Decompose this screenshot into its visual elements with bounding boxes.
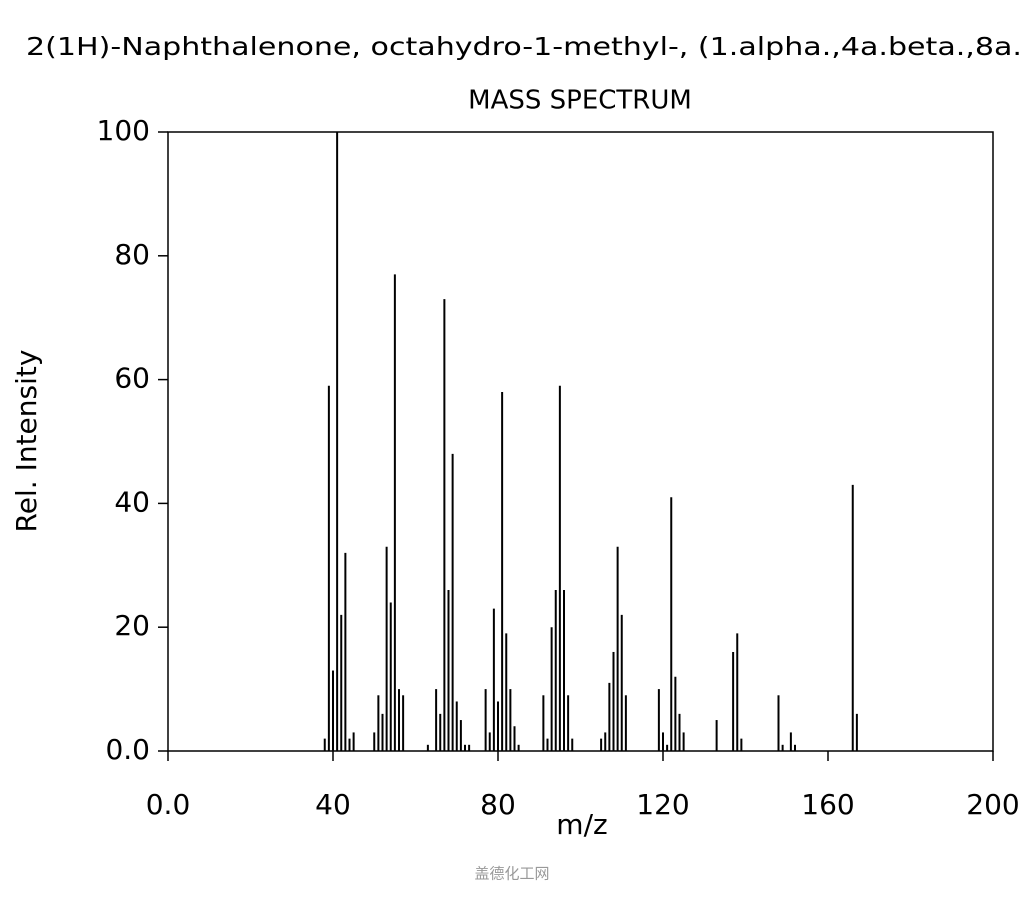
y-tick-label: 60 — [114, 362, 150, 395]
y-tick-label: 40 — [114, 485, 150, 518]
x-tick-label: 40 — [315, 788, 351, 821]
x-axis-label: m/z — [556, 808, 607, 841]
y-tick-label: 20 — [114, 609, 150, 642]
watermark: 盖德化工网 — [474, 865, 549, 883]
y-tick-label: 100 — [97, 114, 150, 147]
chart-subtitle: MASS SPECTRUM — [468, 86, 692, 116]
y-tick-label: 0.0 — [105, 733, 150, 766]
x-tick-label: 80 — [480, 788, 516, 821]
x-tick-label: 160 — [801, 788, 854, 821]
x-tick-label: 200 — [966, 788, 1019, 821]
y-axis-label: Rel. Intensity — [10, 350, 43, 533]
y-tick-label: 80 — [114, 238, 150, 271]
x-tick-label: 120 — [636, 788, 689, 821]
x-tick-label: 0.0 — [146, 788, 191, 821]
plot-frame — [167, 131, 994, 752]
chart-title: 2(1H)-Naphthalenone, octahydro-1-methyl-… — [26, 32, 1022, 61]
